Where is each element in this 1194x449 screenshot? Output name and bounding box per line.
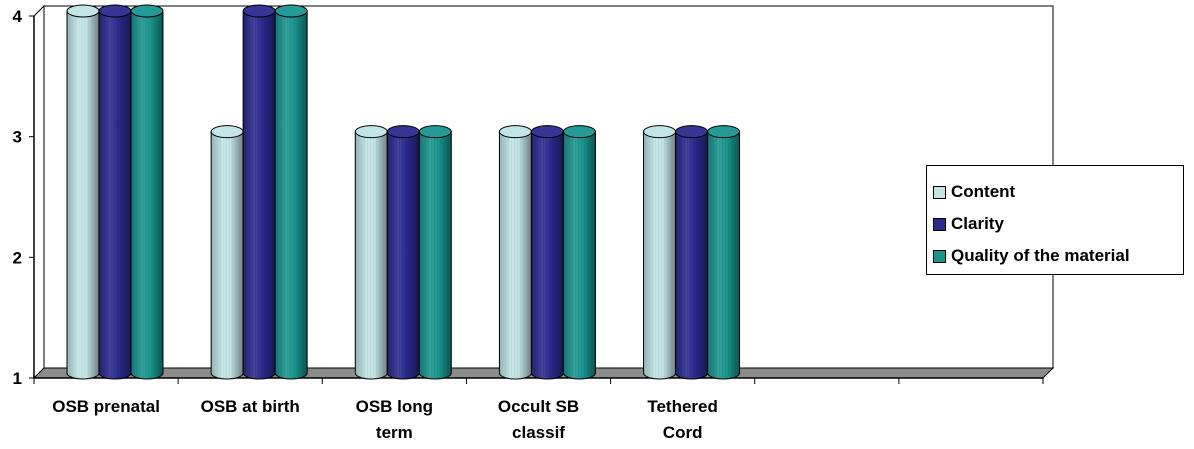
bar-quality-of-the-material — [418, 125, 452, 380]
bar-clarity — [242, 4, 276, 380]
bar-quality-of-the-material — [562, 125, 596, 380]
x-axis: OSB prenatal OSB at birth OSB long term Occu… — [33, 378, 1044, 442]
bar-content — [210, 125, 244, 380]
bar-quality-of-the-material — [274, 4, 308, 380]
x-tick-label: Occult SB — [498, 397, 579, 416]
legend-swatch-clarity — [933, 217, 946, 231]
legend-item-clarity: Clarity — [933, 208, 1183, 240]
side-wall — [33, 4, 45, 380]
bar-clarity — [675, 125, 709, 380]
x-tick-label: classif — [512, 423, 565, 442]
x-tick-label: Cord — [663, 423, 703, 442]
bar-content — [354, 125, 388, 380]
y-tick-label: 1 — [13, 369, 22, 388]
bar-clarity — [98, 4, 132, 380]
x-tick-label: Tethered — [647, 397, 718, 416]
legend-swatch-quality — [933, 249, 946, 263]
y-tick-label: 4 — [13, 7, 23, 26]
legend: Content Clarity Quality of the material — [926, 165, 1184, 275]
y-tick-label: 3 — [13, 128, 22, 147]
bar-content — [643, 125, 677, 380]
x-tick-label: OSB prenatal — [52, 397, 160, 416]
legend-item-quality: Quality of the material — [933, 240, 1183, 272]
bar-content — [66, 4, 100, 380]
bars — [66, 4, 741, 380]
legend-label-quality: Quality of the material — [951, 246, 1130, 265]
bar-clarity — [386, 125, 420, 380]
x-tick-label: term — [376, 423, 413, 442]
bar-quality-of-the-material — [130, 4, 164, 380]
legend-label-clarity: Clarity — [951, 214, 1004, 233]
y-tick-label: 2 — [13, 248, 22, 267]
legend-swatch-content — [933, 185, 946, 199]
bar-content — [498, 125, 532, 380]
y-axis: 1 2 3 4 — [13, 7, 34, 388]
x-tick-label: OSB at birth — [201, 397, 300, 416]
bar-quality-of-the-material — [707, 125, 741, 380]
x-tick-label: OSB long — [356, 397, 433, 416]
legend-label-content: Content — [951, 182, 1016, 201]
bar-clarity — [530, 125, 564, 380]
legend-item-content: Content — [933, 176, 1183, 208]
